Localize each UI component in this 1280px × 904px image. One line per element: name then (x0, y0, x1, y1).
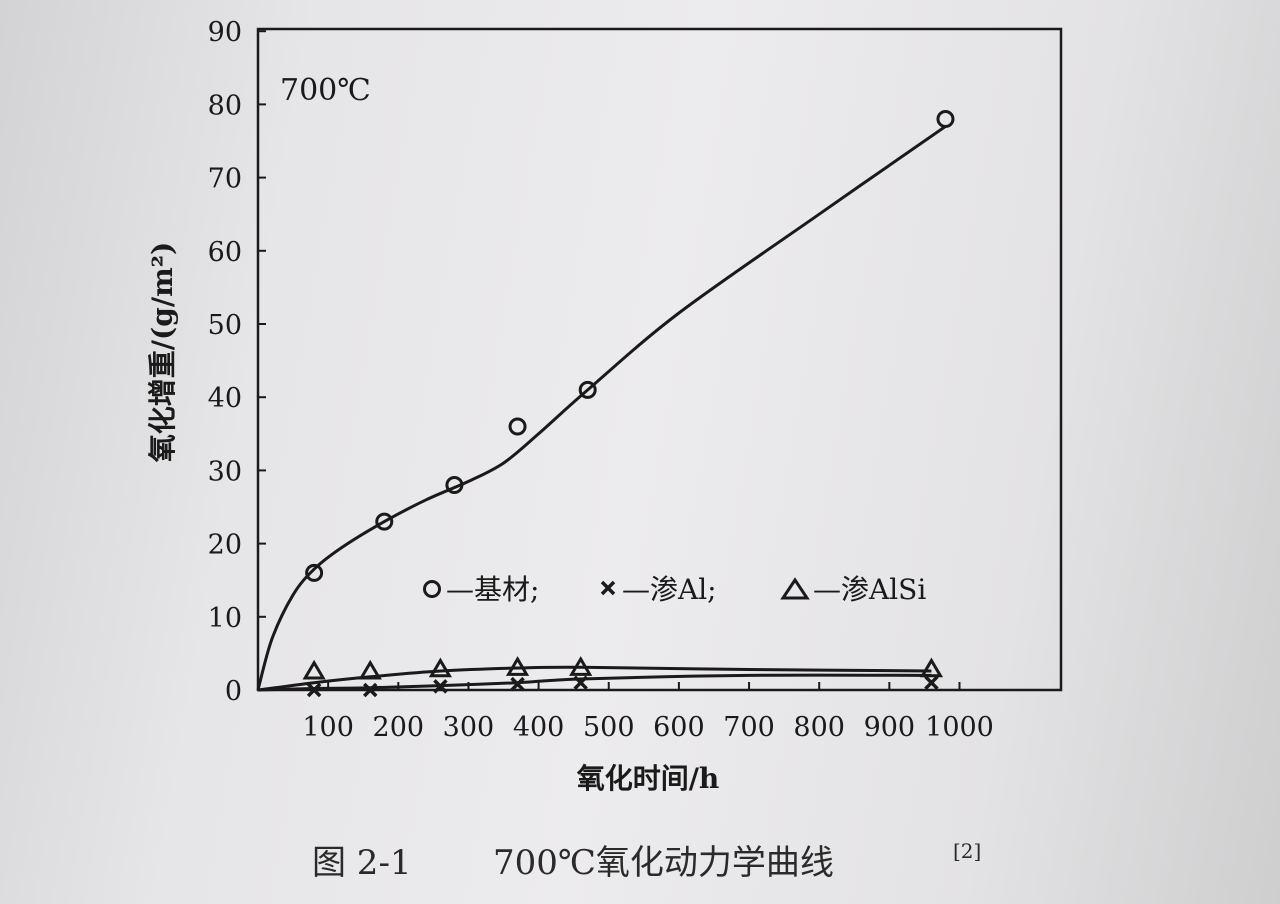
y-tick-label: 80 (208, 90, 242, 121)
data-point-circle (508, 417, 527, 436)
y-tick-label: 10 (208, 603, 242, 634)
data-point-circle (578, 380, 597, 399)
y-axis-ticks: 0 10 20 30 40 50 60 70 80 90 (208, 17, 266, 707)
data-point-triangle (302, 659, 326, 680)
data-point-cross (433, 679, 448, 694)
series-line-circle (256, 125, 947, 691)
y-tick-label: 40 (208, 383, 242, 414)
data-point-triangle (358, 659, 382, 680)
temperature-annotation: 700℃ (280, 73, 371, 108)
data-point-cross (363, 682, 378, 698)
data-point-circle (936, 110, 955, 129)
plot-area-frame (256, 27, 1063, 692)
legend-label-al: —渗Al; (622, 573, 717, 606)
data-point-cross (573, 675, 588, 690)
x-tick-label: 900 (864, 712, 916, 743)
series-line-triangle (257, 665, 932, 692)
y-tick-label: 60 (208, 237, 242, 268)
legend-label-alsi: —渗AlSi (813, 573, 926, 606)
y-tick-label: 20 (208, 530, 242, 561)
data-point-cross (306, 682, 322, 698)
x-tick-label: 500 (583, 712, 635, 743)
caption-title: 700℃氧化动力学曲线 (493, 843, 834, 883)
x-tick-label: 800 (793, 712, 845, 743)
y-axis-title: 氧化增重/(g/m²) (146, 242, 179, 462)
x-axis-ticks: 100 200 300 400 500 600 700 800 900 1000 (302, 682, 994, 743)
y-tick-label: 30 (208, 456, 242, 487)
x-tick-label: 1000 (925, 712, 994, 743)
x-tick-label: 100 (302, 712, 354, 743)
caption-label: 图 2-1 (312, 843, 412, 883)
y-tick-label: 50 (208, 310, 242, 341)
legend: —基材; —渗Al; —渗AlSi (423, 573, 926, 606)
data-point-circle (305, 563, 324, 582)
x-tick-label: 600 (653, 712, 705, 743)
legend-marker-triangle (780, 577, 810, 600)
data-point-circle (375, 512, 394, 531)
legend-label-base: —基材; (446, 573, 539, 606)
caption-reference: [2] (953, 839, 981, 863)
x-axis-title: 氧化时间/h (577, 762, 720, 795)
data-point-triangle (569, 656, 593, 676)
data-point-triangle (919, 657, 944, 678)
legend-marker-circle (423, 580, 441, 598)
x-tick-label: 200 (373, 712, 425, 743)
y-tick-label: 70 (208, 164, 242, 195)
data-point-cross (510, 676, 525, 692)
x-tick-label: 300 (443, 712, 495, 743)
data-point-triangle (505, 656, 530, 676)
data-point-cross (924, 675, 939, 690)
x-tick-label: 700 (723, 712, 775, 743)
y-tick-label: 0 (225, 676, 242, 707)
data-point-circle (445, 476, 464, 495)
y-tick-label: 90 (208, 17, 242, 48)
data-point-triangle (428, 657, 453, 678)
figure-caption: 图 2-1 700℃氧化动力学曲线 [2] (312, 839, 981, 883)
legend-marker-cross (600, 580, 616, 596)
series-markers (302, 110, 955, 698)
x-tick-label: 400 (513, 712, 565, 743)
